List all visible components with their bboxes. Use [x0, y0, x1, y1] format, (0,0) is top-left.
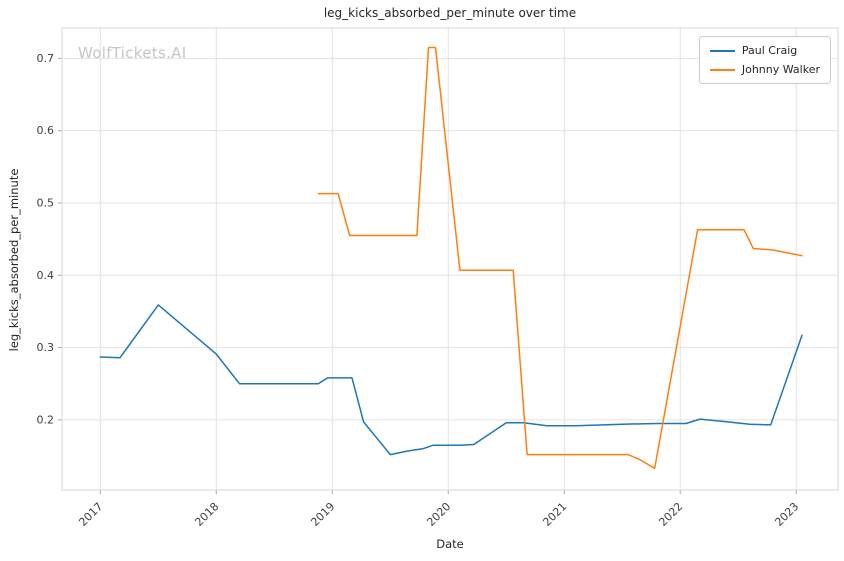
plot-border: [61, 27, 839, 491]
x-tick-label: 2023: [772, 500, 801, 529]
y-tick-label: 0.5: [37, 196, 55, 209]
x-tick-label: 2018: [192, 500, 221, 529]
x-tick-label: 2020: [424, 500, 453, 529]
y-tick-label: 0.3: [37, 341, 55, 354]
x-tick-label: 2019: [308, 500, 337, 529]
y-tick-label: 0.4: [37, 269, 55, 282]
watermark: WolfTickets.AI: [78, 44, 187, 62]
y-tick-label: 0.6: [37, 124, 55, 137]
legend-item-paul-craig: Paul Craig: [709, 44, 820, 57]
legend-swatch-paul-craig: [709, 49, 735, 52]
y-axis-label: leg_kicks_absorbed_per_minute: [7, 168, 21, 352]
legend-swatch-johnny-walker: [709, 68, 735, 71]
x-tick-label: 2022: [656, 500, 685, 529]
x-axis-label: Date: [436, 537, 464, 551]
x-tick-label: 2017: [76, 500, 105, 529]
series-line-1: [317, 46, 803, 470]
y-tick-label: 0.2: [37, 413, 55, 426]
legend: Paul Craig Johnny Walker: [698, 36, 831, 84]
x-tick-label: 2021: [540, 500, 569, 529]
legend-label-johnny-walker: Johnny Walker: [741, 63, 820, 76]
series-line-0: [99, 304, 803, 456]
y-tick-label: 0.7: [37, 52, 55, 65]
legend-label-paul-craig: Paul Craig: [741, 44, 798, 57]
legend-item-johnny-walker: Johnny Walker: [709, 63, 820, 76]
chart-title: leg_kicks_absorbed_per_minute over time: [323, 6, 577, 20]
